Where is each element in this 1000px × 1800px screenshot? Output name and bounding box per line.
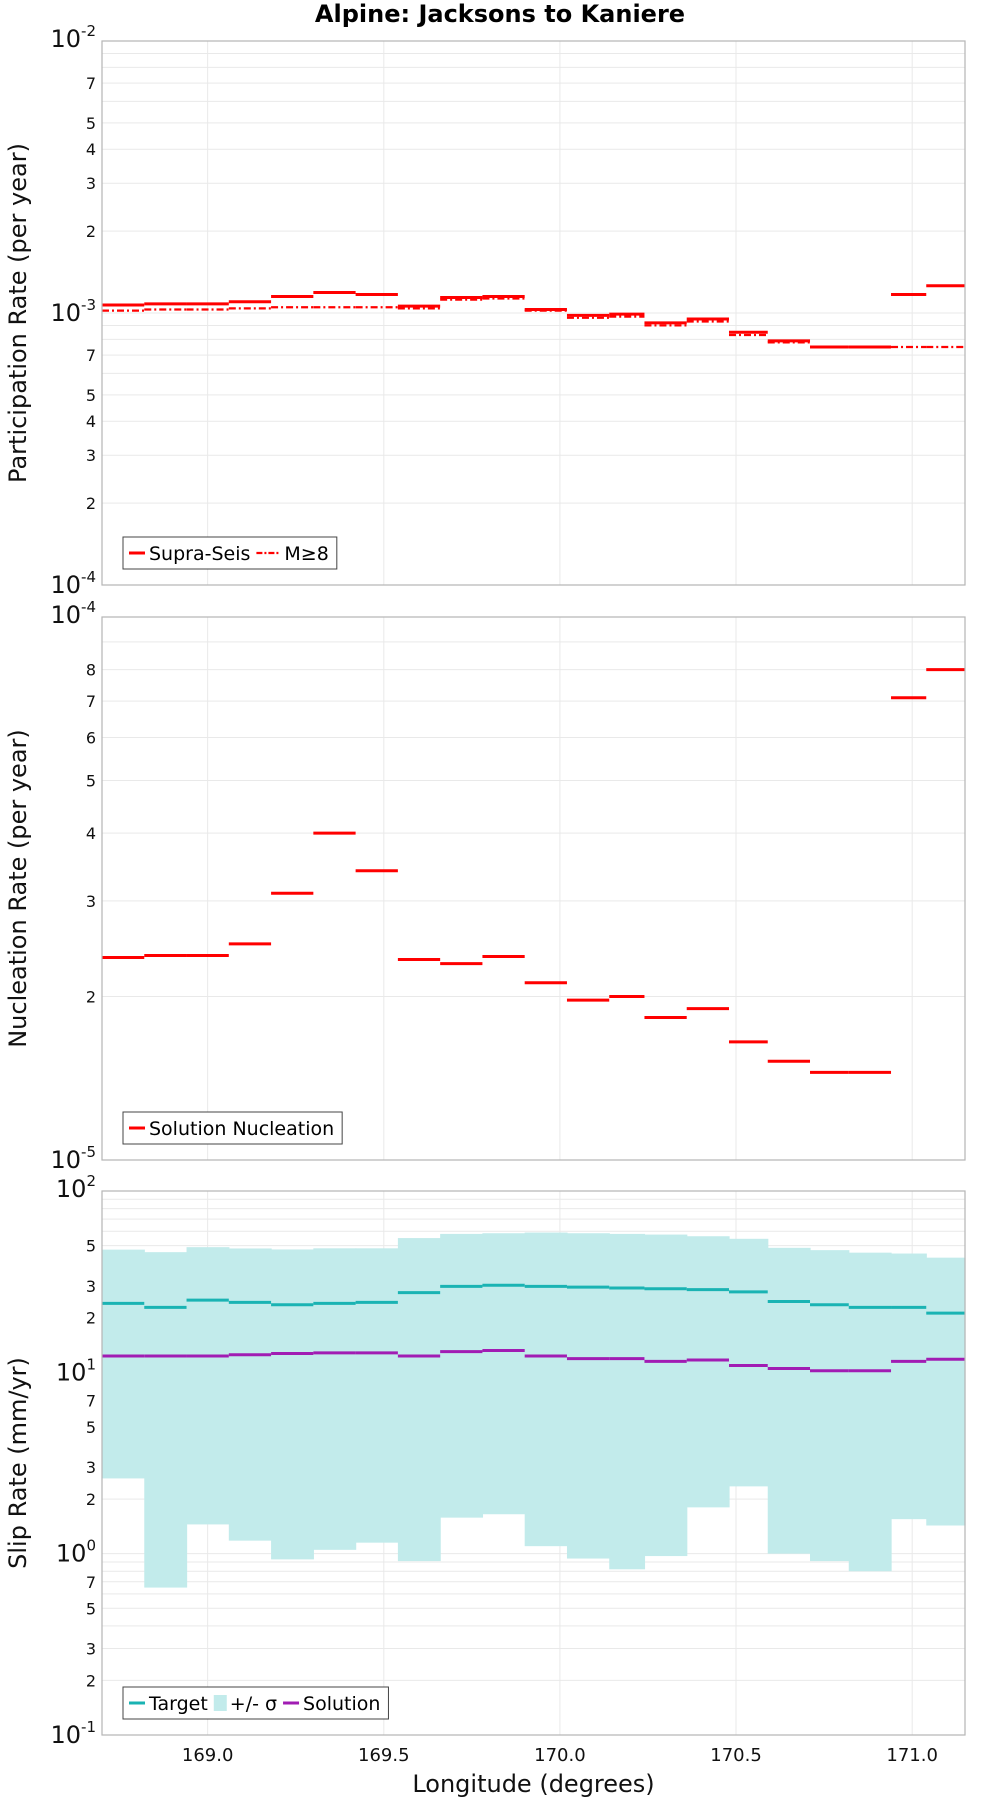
y-tick-label-minor: 2: [86, 494, 96, 513]
axes: 10-4 2 3 4 5 7 10-3 2 3 4 5 7 10-2 Participation Rate…: [4, 22, 966, 1798]
y-tick-label-major: 10-4: [50, 568, 96, 599]
sigma-band-segment: [609, 1233, 646, 1570]
legend-swatch-band: [213, 1695, 227, 1711]
y-tick-label-minor: 5: [86, 1237, 96, 1256]
x-tick-label: 170.0: [534, 1745, 586, 1766]
sigma-band-segment: [102, 1249, 145, 1479]
y-axis-label: Nucleation Rate (per year): [4, 729, 32, 1048]
sigma-band-segment: [848, 1252, 892, 1572]
plot-area: [102, 284, 966, 1588]
y-tick-label-major: 102: [56, 1172, 96, 1203]
y-tick-label-major: 10-4: [50, 598, 96, 629]
sigma-band-segment: [228, 1248, 272, 1541]
legend-label: Solution Nucleation: [149, 1118, 334, 1140]
y-tick-label-major: 100: [56, 1537, 96, 1568]
legend-label: Target: [148, 1693, 208, 1715]
legend: Solution Nucleation: [122, 1111, 343, 1145]
x-tick-label: 170.5: [710, 1745, 762, 1766]
y-tick-label-minor: 4: [86, 824, 96, 843]
y-tick-label-minor: 7: [86, 1391, 96, 1410]
y-tick-label-minor: 3: [86, 1277, 96, 1296]
panel-frame: [101, 1190, 966, 1736]
y-tick-label-major: 10-2: [50, 22, 96, 53]
y-tick-label-major: 10-1: [50, 1718, 96, 1749]
x-tick-label: 169.0: [182, 1745, 234, 1766]
legends: Supra-Seis M≥8 Solution Nucleation Target +/…: [122, 536, 389, 1720]
y-tick-label-minor: 2: [86, 1671, 96, 1690]
sigma-band-segment: [144, 1252, 188, 1588]
y-tick-label-minor: 6: [86, 728, 96, 747]
y-tick-label-minor: 5: [86, 771, 96, 790]
y-tick-label-minor: 3: [86, 892, 96, 911]
legend-label: +/- σ: [230, 1693, 277, 1715]
legend: Target +/- σ Solution: [122, 1686, 389, 1720]
y-tick-label-major: 10-5: [50, 1143, 96, 1174]
panel-frame: [101, 616, 966, 1161]
sigma-band-segment: [566, 1233, 610, 1559]
y-tick-label-minor: 4: [86, 412, 96, 431]
sigma-band-segment: [728, 1238, 769, 1487]
y-tick-label-minor: 8: [86, 661, 96, 680]
sigma-band-segment: [644, 1234, 688, 1557]
legend-box: [122, 1686, 389, 1720]
sigma-band-segment: [440, 1233, 484, 1518]
y-tick-label-minor: 3: [86, 1458, 96, 1477]
sigma-band-segment: [186, 1247, 230, 1525]
sigma-band-segment: [767, 1247, 811, 1554]
y-tick-label-minor: 5: [86, 386, 96, 405]
y-tick-label-minor: 7: [86, 1573, 96, 1592]
y-tick-label-minor: 5: [86, 1599, 96, 1618]
sigma-band-segment: [686, 1236, 730, 1508]
y-tick-label-minor: 3: [86, 174, 96, 193]
y-tick-label-minor: 5: [86, 114, 96, 133]
sigma-band-segment: [810, 1250, 850, 1562]
sigma-band-segment: [313, 1248, 357, 1550]
legend-label: Supra-Seis: [149, 543, 250, 565]
legend-box: [122, 536, 338, 570]
y-tick-label-minor: 3: [86, 1639, 96, 1658]
y-tick-label-minor: 7: [86, 692, 96, 711]
sigma-band-segment: [891, 1253, 927, 1520]
y-tick-label-major: 10-3: [50, 296, 96, 327]
y-tick-label-minor: 2: [86, 222, 96, 241]
sigma-band-segment: [271, 1249, 314, 1560]
y-tick-label-minor: 3: [86, 446, 96, 465]
x-tick-label: 169.5: [358, 1745, 410, 1766]
y-axis-label: Slip Rate (mm/yr): [4, 1357, 32, 1569]
legend: Supra-Seis M≥8: [122, 536, 338, 570]
sigma-band-segment: [397, 1238, 441, 1562]
sigma-band-segment: [524, 1232, 568, 1547]
y-tick-label-minor: 2: [86, 1309, 96, 1328]
sigma-band-segment: [355, 1248, 399, 1543]
sigma-band-segment: [482, 1233, 526, 1515]
y-tick-label-minor: 5: [86, 1418, 96, 1437]
y-tick-label-minor: 2: [86, 988, 96, 1007]
y-tick-label-minor: 7: [86, 346, 96, 365]
legend-box: [122, 1111, 343, 1145]
legend-label: M≥8: [284, 543, 328, 565]
y-axis-label: Participation Rate (per year): [4, 143, 32, 483]
sigma-band-segment: [926, 1257, 966, 1526]
x-tick-label: 171.0: [886, 1745, 938, 1766]
y-tick-label-major: 101: [56, 1355, 96, 1386]
y-tick-label-minor: 2: [86, 1490, 96, 1509]
legend-label: Solution: [303, 1693, 380, 1715]
panel-frame: [101, 40, 966, 586]
y-tick-label-minor: 4: [86, 140, 96, 159]
figure-title: Alpine: Jacksons to Kaniere: [315, 0, 685, 28]
x-axis-label: Longitude (degrees): [412, 1770, 654, 1798]
y-tick-label-minor: 7: [86, 74, 96, 93]
